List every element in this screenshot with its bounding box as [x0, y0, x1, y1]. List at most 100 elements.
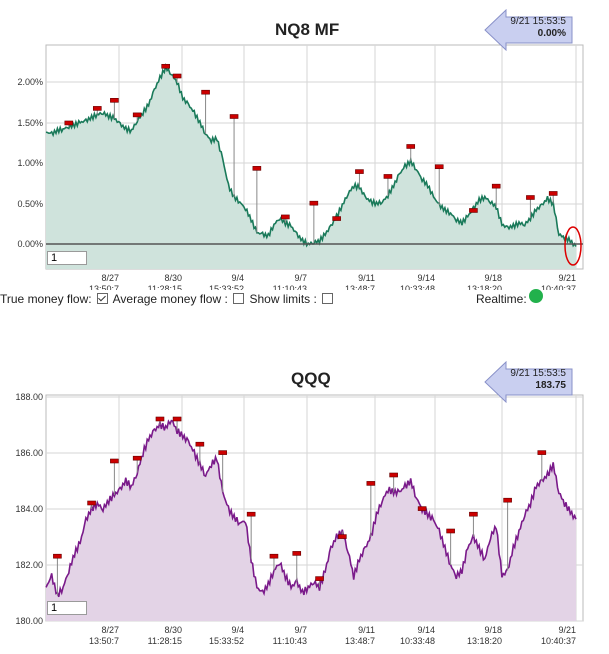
signal-marker[interactable] — [110, 458, 119, 464]
x-tick-time: 10:40:37 — [541, 636, 576, 646]
y-tick-label: 188.00 — [15, 392, 43, 402]
x-tick-date: 9/18 — [484, 625, 502, 635]
x-tick-time: 11:28:15 — [148, 284, 182, 290]
signal-marker[interactable] — [161, 63, 170, 69]
highlight-circle — [564, 226, 582, 266]
signal-marker[interactable] — [132, 455, 142, 461]
zoom-input-qqq[interactable]: 1 — [47, 601, 87, 615]
signal-marker[interactable] — [53, 553, 62, 559]
x-tick-time: 13:48:7 — [345, 284, 375, 290]
signal-marker[interactable] — [269, 553, 279, 559]
y-tick-label: 1.50% — [17, 118, 43, 128]
signal-marker[interactable] — [309, 200, 319, 206]
signal-marker[interactable] — [110, 98, 119, 103]
signal-marker[interactable] — [252, 166, 262, 171]
x-tick-time: 11:28:15 — [148, 636, 182, 646]
signal-marker[interactable] — [218, 450, 227, 455]
x-tick-date: 8/27 — [101, 273, 119, 283]
y-tick-label: 184.00 — [15, 504, 43, 514]
average-money-flow-checkbox[interactable] — [96, 293, 108, 304]
signal-marker[interactable] — [315, 576, 324, 581]
callout-timestamp-nq8: 9/21 15:53:5 — [510, 16, 566, 27]
controls-bar: True money flow: Average money flow : Sh… — [0, 292, 335, 306]
y-tick-label: 182.00 — [15, 560, 43, 570]
callout-arrow-nq8 — [484, 9, 573, 51]
x-tick-time: 13:48:7 — [345, 636, 375, 646]
realtime-indicator-icon — [529, 289, 543, 303]
signal-marker[interactable] — [172, 73, 182, 79]
callout-value-qqq: 183.75 — [535, 380, 566, 391]
signal-marker[interactable] — [537, 450, 547, 455]
callout-value-nq8: 0.00% — [537, 28, 566, 39]
series-line — [45, 419, 577, 598]
x-tick-time: 13:50:7 — [89, 636, 119, 646]
average-money-flow-checkbox-2[interactable] — [233, 293, 245, 304]
x-tick-time: 13:50:7 — [89, 284, 119, 290]
signal-marker[interactable] — [246, 511, 256, 517]
signal-marker[interactable] — [64, 120, 74, 126]
signal-marker[interactable] — [406, 144, 416, 149]
signal-marker[interactable] — [201, 89, 210, 95]
callout-timestamp-qqq: 9/21 15:53:5 — [510, 368, 566, 379]
signal-marker[interactable] — [469, 208, 478, 213]
series-line — [45, 62, 577, 248]
x-tick-date: 9/7 — [294, 273, 307, 283]
signal-marker[interactable] — [389, 472, 398, 478]
signal-marker[interactable] — [383, 174, 393, 179]
signal-marker[interactable] — [281, 214, 290, 220]
signal-marker[interactable] — [548, 191, 558, 196]
x-tick-date: 9/21 — [558, 273, 576, 283]
signal-marker[interactable] — [229, 114, 239, 119]
y-tick-label: 186.00 — [15, 448, 43, 458]
x-tick-time: 10:33:48 — [400, 284, 435, 290]
signal-marker[interactable] — [503, 497, 512, 503]
signal-marker[interactable] — [526, 195, 535, 200]
x-tick-date: 9/7 — [294, 625, 307, 635]
average-money-flow-label: Average money flow : — [112, 292, 228, 306]
signal-marker[interactable] — [195, 441, 205, 447]
x-tick-date: 9/14 — [417, 273, 435, 283]
x-tick-time: 15:33:52 — [209, 284, 244, 290]
x-tick-date: 9/21 — [558, 625, 576, 635]
signal-marker[interactable] — [469, 511, 478, 517]
signal-marker[interactable] — [92, 106, 102, 111]
signal-marker[interactable] — [132, 112, 142, 118]
signal-marker[interactable] — [434, 164, 444, 170]
x-tick-date: 8/30 — [164, 273, 182, 283]
signal-marker[interactable] — [338, 534, 347, 539]
signal-marker[interactable] — [366, 481, 376, 486]
series-area — [46, 66, 576, 269]
x-tick-date: 9/4 — [231, 625, 244, 635]
series-area — [46, 420, 576, 621]
signal-marker[interactable] — [332, 216, 341, 221]
show-limits-checkbox[interactable] — [322, 293, 334, 304]
callout-arrow-qqq — [484, 361, 573, 403]
signal-marker[interactable] — [446, 528, 455, 534]
x-tick-date: 9/14 — [417, 625, 435, 635]
signal-marker[interactable] — [417, 506, 427, 511]
x-tick-time: 13:18:20 — [467, 284, 502, 290]
signal-marker[interactable] — [292, 551, 302, 556]
signal-marker[interactable] — [155, 416, 165, 422]
signal-marker[interactable] — [172, 416, 182, 422]
chart-title-nq8: NQ8 MF — [275, 20, 340, 39]
signal-marker[interactable] — [87, 500, 96, 506]
x-tick-date: 9/4 — [231, 273, 244, 283]
signal-marker[interactable] — [355, 169, 364, 174]
x-tick-date: 9/11 — [358, 273, 375, 283]
show-limits-label: Show limits : — [249, 292, 317, 306]
y-tick-label: 0.50% — [17, 199, 43, 209]
y-tick-label: 1.00% — [17, 158, 43, 168]
x-tick-time: 13:18:20 — [467, 636, 502, 646]
x-tick-date: 9/11 — [358, 625, 375, 635]
x-tick-time: 10:40:37 — [541, 284, 576, 290]
y-tick-label: 2.00% — [17, 77, 43, 87]
x-tick-date: 8/30 — [164, 625, 182, 635]
y-tick-label: 0.00% — [17, 239, 43, 249]
x-tick-time: 11:10:43 — [273, 284, 307, 290]
x-tick-time: 15:33:52 — [209, 636, 244, 646]
signal-marker[interactable] — [491, 183, 501, 189]
y-tick-label: 180.00 — [15, 616, 43, 626]
zoom-input-nq8[interactable]: 1 — [47, 251, 87, 265]
